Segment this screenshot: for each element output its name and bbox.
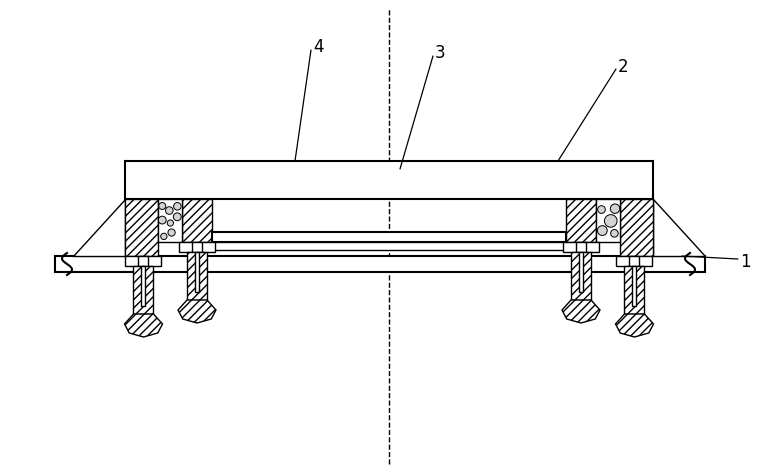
Bar: [125, 199, 158, 256]
Circle shape: [161, 233, 167, 240]
Bar: [579, 252, 583, 292]
Circle shape: [598, 206, 605, 213]
Polygon shape: [178, 300, 216, 323]
Text: 3: 3: [435, 44, 446, 62]
Text: 4: 4: [313, 38, 324, 56]
Polygon shape: [124, 314, 163, 337]
Bar: [576, 242, 586, 252]
Polygon shape: [562, 300, 600, 323]
Bar: [625, 266, 644, 314]
Circle shape: [605, 215, 617, 227]
Text: 1: 1: [740, 253, 751, 271]
Bar: [125, 161, 653, 199]
Circle shape: [168, 229, 175, 236]
Circle shape: [159, 216, 166, 224]
Bar: [192, 242, 202, 252]
Bar: [179, 242, 215, 252]
Circle shape: [610, 204, 620, 213]
Bar: [571, 252, 591, 300]
Bar: [620, 199, 653, 256]
Bar: [566, 199, 596, 242]
Bar: [138, 256, 149, 266]
Polygon shape: [73, 199, 125, 256]
Bar: [596, 199, 620, 242]
Circle shape: [173, 203, 181, 210]
Bar: [142, 266, 145, 306]
Circle shape: [166, 207, 173, 214]
Circle shape: [159, 203, 166, 210]
Bar: [629, 256, 640, 266]
Polygon shape: [615, 314, 654, 337]
Polygon shape: [653, 199, 705, 256]
Bar: [187, 252, 207, 300]
Bar: [633, 266, 636, 306]
Bar: [134, 266, 153, 314]
Circle shape: [611, 229, 619, 237]
Circle shape: [167, 220, 173, 226]
Bar: [55, 256, 705, 272]
Bar: [212, 232, 566, 242]
Bar: [616, 256, 653, 266]
Bar: [195, 252, 199, 292]
Bar: [182, 199, 212, 242]
Circle shape: [173, 213, 181, 221]
Circle shape: [598, 226, 607, 235]
Bar: [563, 242, 599, 252]
Text: 2: 2: [618, 58, 629, 76]
Bar: [212, 242, 566, 250]
Bar: [125, 256, 162, 266]
Bar: [158, 199, 182, 242]
